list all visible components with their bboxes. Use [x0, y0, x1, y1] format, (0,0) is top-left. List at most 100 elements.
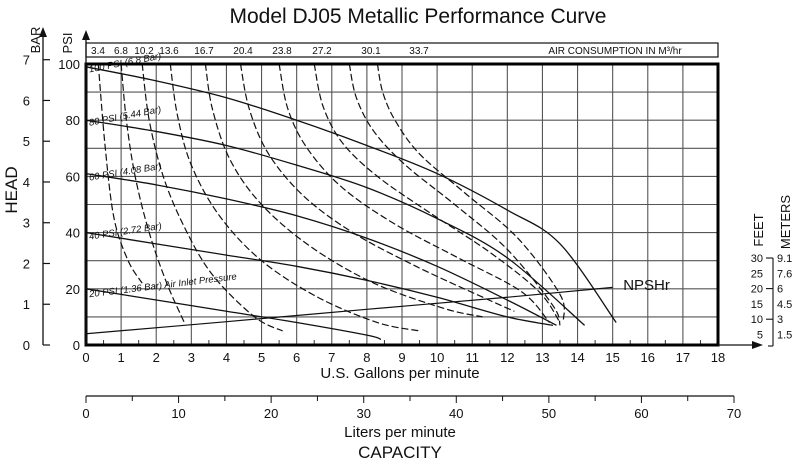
npsh-scale: FEET METERS 30 9.1 25 7.6 20 6 15 4.5 10 3 5 1.5 — [751, 195, 793, 347]
feet-tick-label: 15 — [751, 299, 763, 311]
bar-tick-label: 4 — [23, 175, 30, 190]
psi-axis-label: PSI — [60, 33, 75, 54]
lpm-tick-label: 20 — [264, 406, 278, 421]
npshr-curve — [85, 286, 613, 335]
lpm-tick-label: 50 — [542, 406, 556, 421]
air-curve-10-2 — [141, 63, 283, 332]
grid — [86, 64, 718, 345]
psi-tick-label: 40 — [66, 226, 80, 241]
lpm-tick-label: 40 — [449, 406, 463, 421]
air-consumption-tick: 13.6 — [159, 46, 179, 57]
x-tick-label: 0 — [82, 350, 89, 365]
air-consumption-tick: 30.1 — [361, 46, 381, 57]
npshr-label: NPSHr — [623, 277, 670, 294]
chart-title: Model DJ05 Metallic Performance Curve — [230, 5, 607, 28]
lpm-tick-label: 30 — [356, 406, 370, 421]
feet-tick-label: 25 — [751, 268, 763, 280]
air-curve-3-4 — [97, 63, 143, 284]
psi-tick-label: 100 — [58, 57, 80, 72]
feet-tick-label: 20 — [751, 284, 763, 296]
air-curve-16-7 — [204, 63, 483, 318]
meter-tick-label: 3 — [777, 314, 783, 326]
bar-tick-label: 0 — [23, 338, 30, 353]
x-axis-lpm: 0 10 20 30 40 50 60 70 — [82, 395, 741, 421]
x-tick-label: 10 — [430, 350, 444, 365]
y-axes: 0 20 40 60 80 100 0 1 2 3 4 5 6 7 — [23, 27, 90, 353]
bar-tick-label: 7 — [23, 53, 30, 68]
x-tick-label: 5 — [258, 350, 265, 365]
psi-tick-label: 0 — [73, 338, 80, 353]
air-consumption-label: AIR CONSUMPTION IN M³/hr — [548, 46, 682, 57]
x-tick-label: 11 — [465, 350, 479, 365]
x-tick-label: 7 — [328, 350, 335, 365]
feet-tick-label: 30 — [751, 253, 763, 265]
bar-tick-label: 3 — [23, 216, 30, 231]
air-consumption-curves — [97, 63, 565, 332]
x-tick-label: 4 — [223, 350, 230, 365]
meter-tick-label: 6 — [777, 284, 783, 296]
air-curve-13-6 — [169, 63, 420, 332]
air-consumption-tick: 20.4 — [233, 46, 253, 57]
meter-tick-label: 4.5 — [777, 299, 792, 311]
lpm-tick-label: 70 — [727, 406, 741, 421]
x-axis-arrow — [752, 341, 763, 349]
meter-tick-label: 7.6 — [777, 268, 792, 280]
air-consumption-tick: 16.7 — [194, 46, 214, 57]
pressure-curve-40psi — [85, 231, 554, 326]
x-tick-label: 9 — [398, 350, 405, 365]
pressure-curve-100psi — [85, 66, 617, 323]
air-consumption-tick: 33.7 — [409, 46, 429, 57]
air-curve-20-4 — [239, 63, 515, 312]
bar-axis-arrow — [39, 27, 47, 37]
x-tick-label: 2 — [153, 350, 160, 365]
psi-tick-label: 20 — [66, 282, 80, 297]
pressure-curve-20psi — [85, 288, 382, 341]
x-tick-label: 16 — [641, 350, 655, 365]
x-tick-label: 6 — [293, 350, 300, 365]
x-axis-label: U.S. Gallons per minute — [320, 365, 479, 382]
x-tick-label: 3 — [188, 350, 195, 365]
x-axis-secondary-label: Liters per minute — [344, 424, 456, 441]
bar-tick-label: 5 — [23, 134, 30, 149]
pressure-curve-label: 20 PSI (1.36 Bar) Air Inlet Pressure — [88, 271, 238, 300]
x-tick-label: 18 — [711, 350, 725, 365]
bar-tick-label: 1 — [23, 297, 30, 312]
air-consumption-tick: 6.8 — [114, 46, 128, 57]
x-tick-label: 1 — [117, 350, 124, 365]
x-tick-label: 14 — [570, 350, 584, 365]
air-consumption-tick: 10.2 — [134, 46, 154, 57]
feet-label: FEET — [751, 213, 766, 246]
capacity-label: CAPACITY — [358, 443, 442, 462]
x-tick-label: 12 — [500, 350, 514, 365]
x-tick-label: 8 — [363, 350, 370, 365]
air-curve-33-7 — [376, 63, 565, 320]
psi-tick-label: 80 — [66, 113, 80, 128]
lpm-tick-label: 60 — [634, 406, 648, 421]
air-consumption-tick: 3.4 — [91, 46, 105, 57]
air-consumption-labels: 3.4 6.8 10.2 13.6 16.7 20.4 23.8 27.2 30.1 33.7 — [91, 46, 429, 57]
meter-tick-label: 9.1 — [777, 253, 792, 265]
air-curve-6-8 — [120, 63, 185, 323]
feet-tick-label: 10 — [751, 314, 763, 326]
lpm-tick-label: 0 — [82, 406, 89, 421]
x-tick-label: 15 — [605, 350, 619, 365]
air-curve-27-2 — [313, 63, 561, 323]
x-axis-gpm: 0 1 2 3 4 5 6 7 8 9 10 11 12 13 14 15 16 17 18 — [82, 341, 763, 365]
air-consumption-tick: 27.2 — [312, 46, 332, 57]
x-tick-label: 17 — [676, 350, 690, 365]
bar-tick-label: 2 — [23, 256, 30, 271]
meter-tick-label: 1.5 — [777, 330, 792, 342]
y-axis-label: HEAD — [2, 166, 21, 213]
x-tick-label: 13 — [535, 350, 549, 365]
psi-tick-label: 60 — [66, 169, 80, 184]
bar-tick-label: 6 — [23, 93, 30, 108]
psi-axis-arrow — [82, 30, 90, 40]
lpm-tick-label: 10 — [171, 406, 185, 421]
pressure-curve-60psi — [85, 172, 557, 326]
air-curve-23-8 — [278, 63, 550, 323]
pressure-curve-80psi — [85, 119, 586, 326]
bar-axis-label: BAR — [28, 27, 43, 54]
meters-label: METERS — [778, 195, 793, 250]
feet-tick-label: 5 — [757, 330, 763, 342]
